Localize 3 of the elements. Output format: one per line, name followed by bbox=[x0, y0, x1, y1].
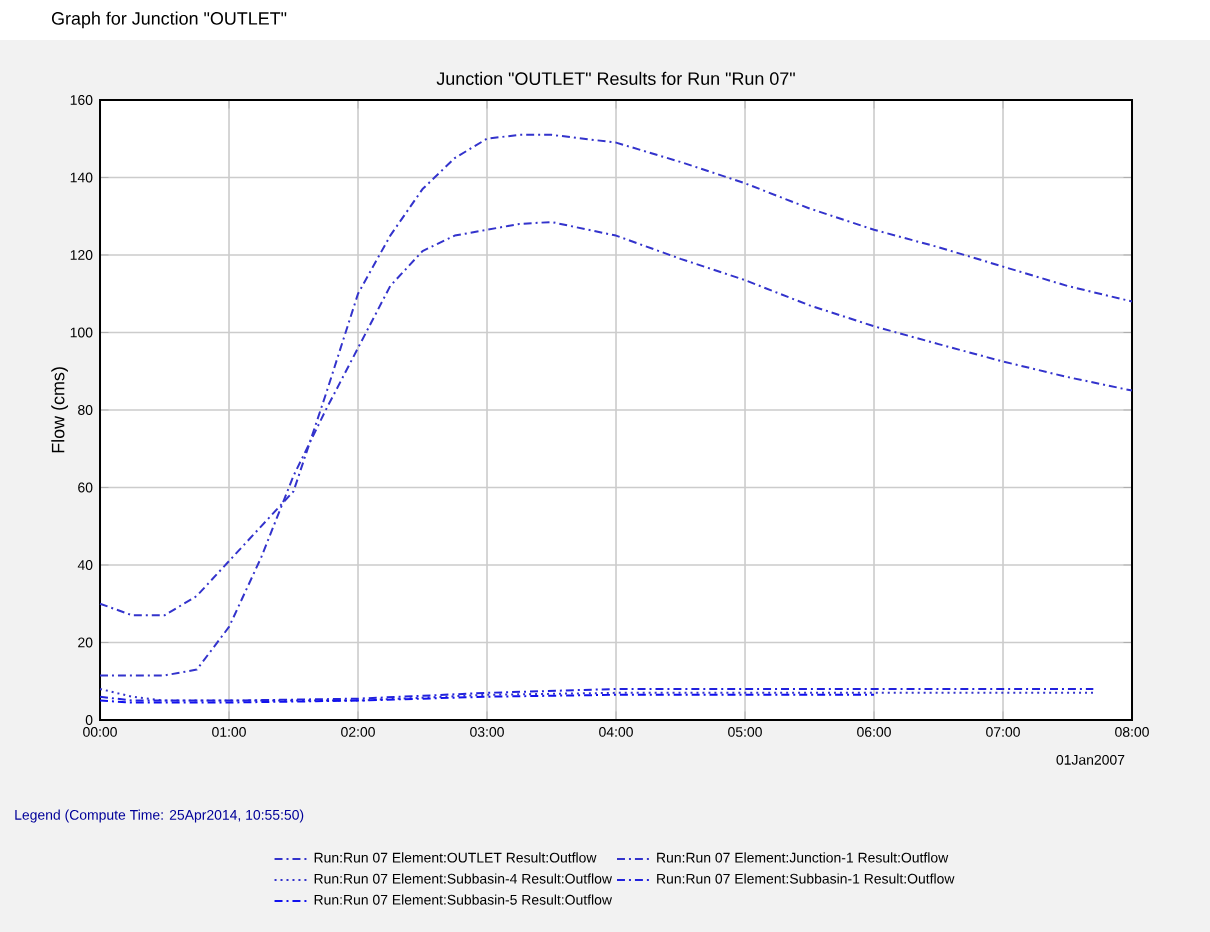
text: Graph for Junction "OUTLET" bbox=[51, 11, 287, 29]
y-axis-title: Flow (cms) bbox=[51, 367, 68, 453]
chart-title: Junction "OUTLET" Results for Run "Run 07" bbox=[436, 71, 795, 85]
